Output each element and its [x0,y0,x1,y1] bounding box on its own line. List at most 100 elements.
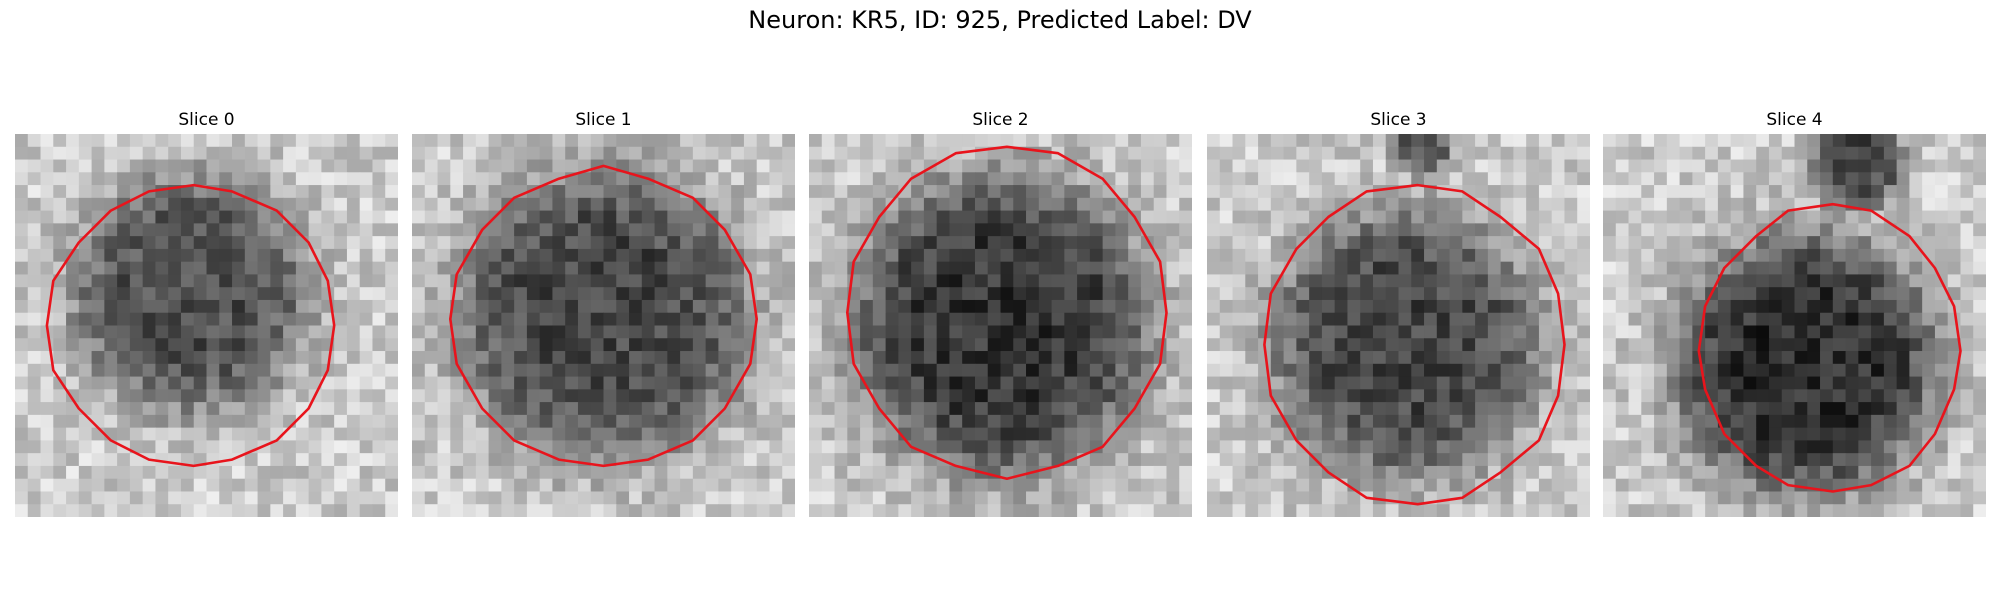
pixel [654,478,668,492]
pixel [718,478,732,492]
pixel [1577,159,1590,173]
pixel [1717,274,1732,288]
pixel [1603,389,1617,403]
pixel [40,338,54,352]
pixel [1321,376,1336,390]
pixel [949,325,963,339]
pixel [616,210,630,224]
pixel [1500,261,1514,275]
pixel [1115,504,1129,517]
pixel [1411,274,1425,288]
pixel [936,376,950,390]
pixel [1013,159,1027,173]
pixel [1692,248,1706,263]
pixel [283,172,297,186]
pixel [488,248,502,263]
pixel [936,389,950,403]
pixel [1487,134,1502,148]
slice-image [412,134,795,517]
pixel [680,236,694,250]
pixel [257,427,271,441]
pixel [1258,197,1272,212]
slice-title: Slice 3 [1370,110,1427,130]
pixel [885,363,899,378]
pixel [1794,299,1808,314]
pixel [117,210,131,224]
pixel [437,134,451,148]
pixel [1128,146,1142,161]
pixel [1947,172,1961,186]
pixel [334,440,348,454]
pixel [168,248,182,263]
pixel [847,223,861,237]
pixel [270,338,284,352]
pixel [936,185,950,199]
pixel [565,312,579,326]
pixel [1487,312,1502,326]
pixel [168,414,182,429]
pixel [577,274,592,288]
pixel [283,261,297,275]
pixel [1960,504,1974,517]
pixel [78,261,93,275]
pixel [1973,440,1986,454]
pixel [283,504,297,517]
pixel [616,414,630,429]
pixel [911,478,925,492]
pixel [1207,146,1221,161]
pixel [987,402,1001,416]
pixel [1219,159,1234,173]
pixel [385,159,398,173]
pixel [756,287,770,301]
pixel [949,185,963,199]
pixel [1436,402,1451,416]
pixel [1743,185,1757,199]
pixel [1960,287,1974,301]
pixel [1820,325,1834,339]
pixel [1347,351,1361,365]
pixel [1102,504,1116,517]
pixel [1153,389,1167,403]
pixel [962,427,976,441]
pixel [936,210,950,224]
pixel [1551,248,1565,263]
pixel [936,478,950,492]
pixel [244,223,259,237]
pixel [372,414,386,429]
pixel [321,134,335,148]
pixel [193,389,207,403]
pixel [1551,185,1565,199]
pixel [206,440,220,454]
pixel [1436,427,1451,441]
pixel [91,478,105,492]
pixel [743,453,758,467]
pixel [1296,210,1310,224]
pixel [743,134,758,148]
pixel [860,287,874,301]
pixel [1232,197,1246,212]
contour [45,183,336,468]
pixel [1128,465,1142,480]
pixel [40,414,54,429]
pixel [1858,363,1872,378]
pixel [1089,414,1104,429]
pixel [680,376,694,390]
pixel [847,236,861,250]
pixel [641,491,656,505]
pixel [385,223,398,237]
pixel [834,210,848,224]
pixel [1064,402,1078,416]
pixel [1794,440,1808,454]
pixel [1475,414,1489,429]
pixel [641,287,656,301]
pixel [962,248,976,263]
pixel [66,197,80,212]
pixel [1896,504,1910,517]
pixel [1705,453,1719,467]
pixel [756,146,770,161]
pixel [1896,389,1910,403]
pixel [834,197,848,212]
pixel [1513,338,1527,352]
pixel [680,389,694,403]
pixel [1283,185,1297,199]
